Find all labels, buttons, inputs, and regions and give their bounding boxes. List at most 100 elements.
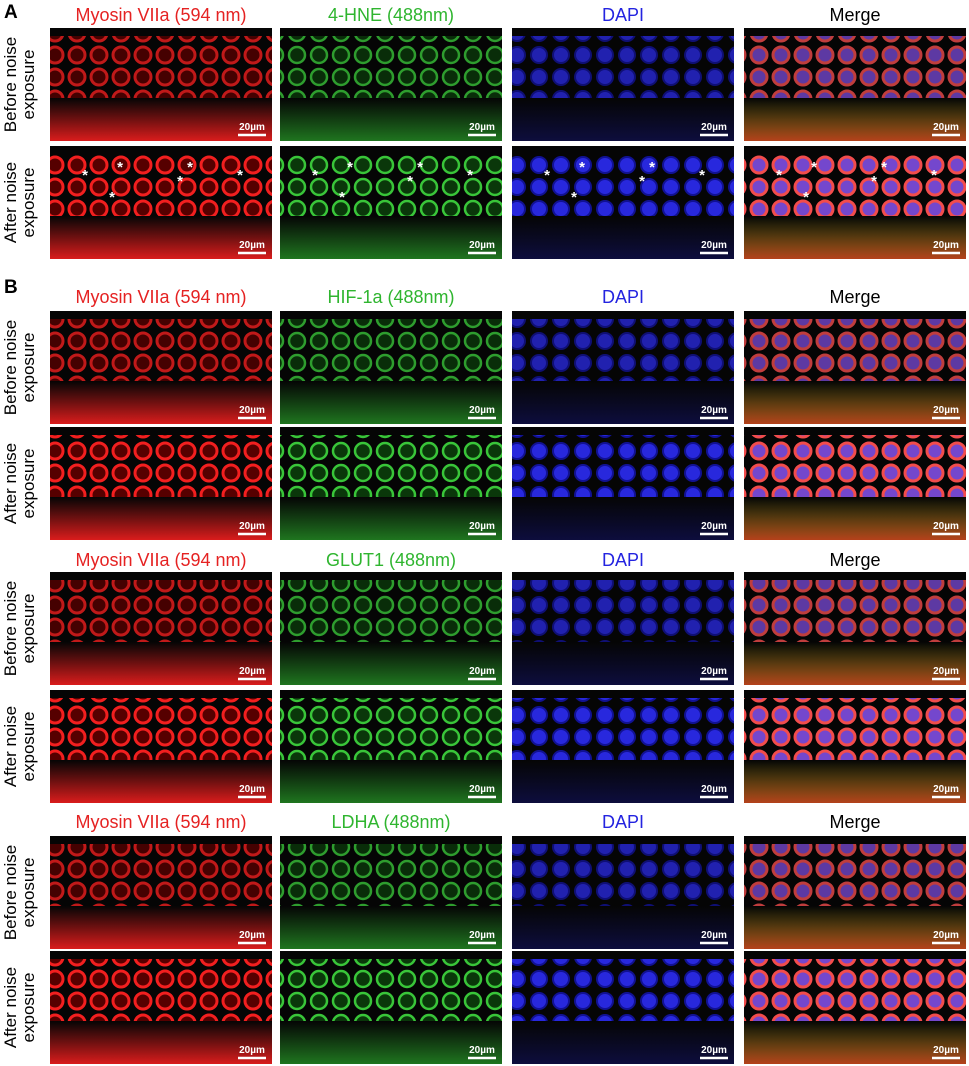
column-header: Merge	[829, 287, 880, 307]
tissue-band	[280, 1021, 502, 1064]
column-header: DAPI	[602, 287, 644, 307]
micrograph: 20µm	[744, 951, 966, 1064]
tissue-band	[512, 1021, 734, 1064]
cell-rows	[50, 36, 272, 98]
asterisk: *	[109, 189, 115, 206]
scale-bar-label: 20µm	[469, 122, 495, 133]
scale-bar-label: 20µm	[701, 405, 727, 416]
row-label: exposure	[19, 594, 38, 664]
tissue-band	[744, 642, 966, 685]
cell-rows	[512, 580, 734, 642]
micrograph: 20µm	[50, 427, 272, 540]
tissue-band	[50, 216, 272, 259]
micrograph: 20µm	[512, 311, 734, 424]
asterisk: *	[579, 159, 585, 176]
scale-bar-label: 20µm	[701, 521, 727, 532]
tissue-band	[744, 1021, 966, 1064]
micrograph: 20µm* * ** **	[280, 146, 502, 259]
asterisk: *	[639, 173, 645, 190]
tissue-band	[50, 906, 272, 949]
micrograph: 20µm* * ** **	[512, 146, 734, 259]
scale-bar-label: 20µm	[469, 930, 495, 941]
cell-rows	[512, 435, 734, 497]
tissue-band	[50, 98, 272, 141]
column-header: Merge	[829, 5, 880, 25]
scale-bar-label: 20µm	[701, 666, 727, 677]
row-label: exposure	[19, 168, 38, 238]
scale-bar-label: 20µm	[933, 405, 959, 416]
cell-rows	[50, 319, 272, 381]
cell-rows	[744, 319, 966, 381]
tissue-band	[744, 760, 966, 803]
asterisk: *	[881, 159, 887, 176]
micrograph: 20µm* * ** **	[50, 146, 272, 259]
cell-rows	[50, 698, 272, 760]
micrograph: 20µm	[50, 951, 272, 1064]
column-header: Myosin VIIa (594 nm)	[75, 550, 246, 570]
column-header: 4-HNE (488nm)	[328, 5, 454, 25]
tissue-band	[280, 906, 502, 949]
scale-bar-label: 20µm	[933, 784, 959, 795]
scale-bar-label: 20µm	[239, 405, 265, 416]
scale-bar-label: 20µm	[701, 784, 727, 795]
cell-rows	[512, 36, 734, 98]
micrograph: 20µm	[50, 28, 272, 141]
micrograph: 20µm	[50, 572, 272, 685]
column-header: HIF-1a (488nm)	[327, 287, 454, 307]
cell-rows	[744, 154, 966, 216]
micrograph: 20µm	[50, 690, 272, 803]
micrograph: 20µm	[280, 427, 502, 540]
scale-bar-label: 20µm	[239, 521, 265, 532]
tissue-band	[50, 760, 272, 803]
micrograph: 20µm	[744, 836, 966, 949]
scale-bar-label: 20µm	[933, 521, 959, 532]
scale-bar-label: 20µm	[469, 1045, 495, 1056]
scale-bar-label: 20µm	[933, 666, 959, 677]
asterisk: *	[187, 159, 193, 176]
micrograph: 20µm	[512, 836, 734, 949]
micrograph: 20µm	[280, 690, 502, 803]
asterisk: *	[117, 159, 123, 176]
scale-bar-label: 20µm	[239, 122, 265, 133]
asterisk: *	[699, 167, 705, 184]
row-label: exposure	[19, 973, 38, 1043]
micrograph: 20µm	[744, 690, 966, 803]
scale-bar-label: 20µm	[239, 666, 265, 677]
scale-bar-label: 20µm	[469, 240, 495, 251]
tissue-band	[744, 906, 966, 949]
row-label: Before noise	[1, 845, 20, 940]
cell-rows	[280, 580, 502, 642]
micrograph: 20µm	[744, 427, 966, 540]
cell-rows	[512, 154, 734, 216]
cell-rows	[512, 844, 734, 906]
scale-bar-label: 20µm	[701, 122, 727, 133]
tissue-band	[280, 642, 502, 685]
scale-bar-label: 20µm	[239, 784, 265, 795]
micrograph: 20µm	[512, 951, 734, 1064]
cell-rows	[512, 319, 734, 381]
cell-rows	[50, 959, 272, 1021]
column-header: Merge	[829, 550, 880, 570]
tissue-band	[744, 98, 966, 141]
row-label: After noise	[1, 706, 20, 787]
micrograph: 20µm	[744, 28, 966, 141]
asterisk: *	[871, 173, 877, 190]
row-label: Before noise	[1, 320, 20, 415]
panel-label: A	[4, 2, 18, 23]
cell-rows	[280, 435, 502, 497]
tissue-band	[50, 1021, 272, 1064]
row-label: exposure	[19, 50, 38, 120]
asterisk: *	[312, 167, 318, 184]
tissue-band	[280, 381, 502, 424]
cell-rows	[744, 435, 966, 497]
column-header: DAPI	[602, 812, 644, 832]
scale-bar-label: 20µm	[469, 405, 495, 416]
tissue-band	[50, 497, 272, 540]
scale-bar-label: 20µm	[239, 240, 265, 251]
row-label: Before noise	[1, 581, 20, 676]
cell-rows	[280, 698, 502, 760]
micrograph: 20µm	[512, 427, 734, 540]
asterisk: *	[649, 159, 655, 176]
tissue-band	[50, 381, 272, 424]
column-header: GLUT1 (488nm)	[326, 550, 456, 570]
